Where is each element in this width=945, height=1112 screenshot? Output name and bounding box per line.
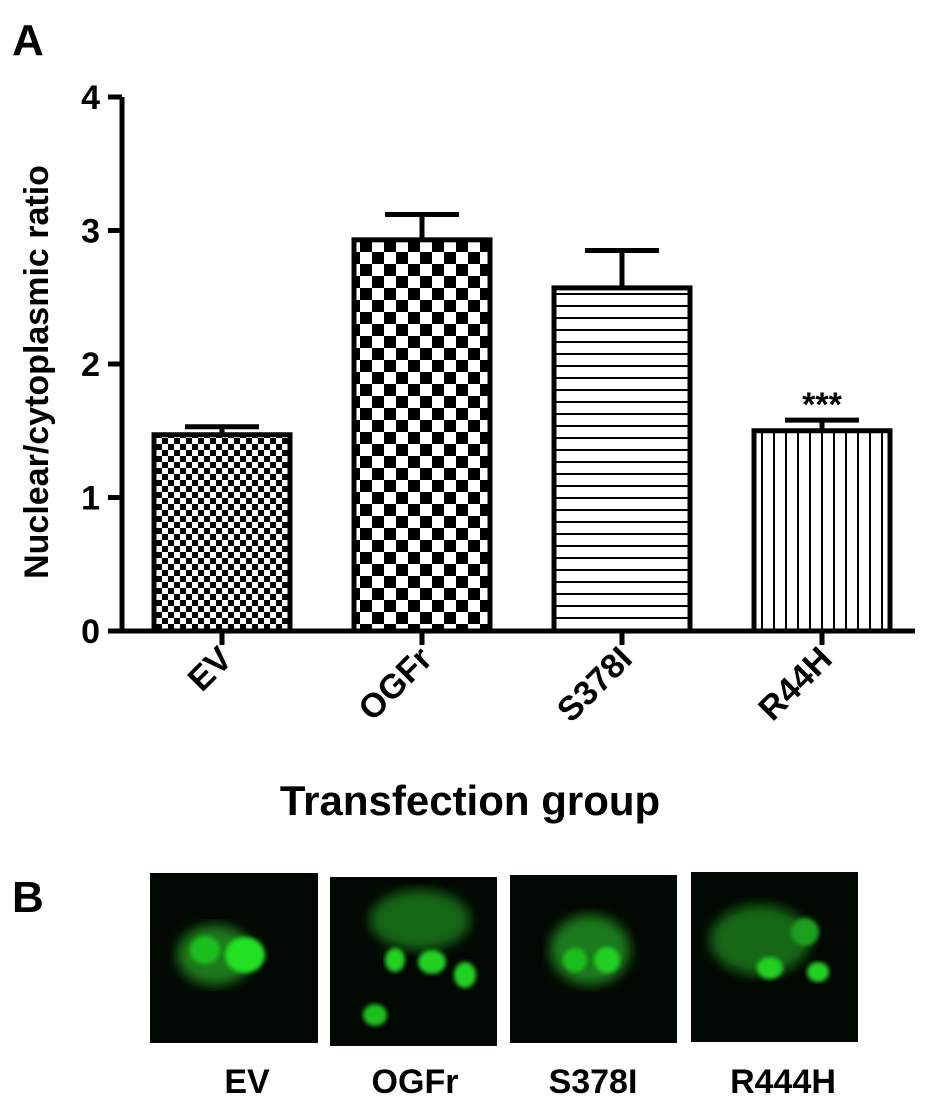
- bar: [351, 237, 493, 634]
- x-tick-label: R44H: [751, 640, 839, 728]
- y-tick-label: 4: [81, 79, 100, 117]
- panel-label: B: [12, 873, 44, 922]
- y-axis-title: Nuclear/cytoplasmic ratio: [18, 165, 56, 579]
- caption: OGFr: [372, 1063, 459, 1101]
- cell: [363, 1004, 387, 1026]
- y-tick-label: 0: [81, 613, 100, 651]
- cell: [550, 915, 630, 985]
- y-tick-label: 3: [81, 213, 100, 251]
- caption: EV: [224, 1063, 270, 1101]
- cell: [757, 957, 783, 979]
- x-tick-label: S378I: [550, 640, 640, 730]
- cell: [594, 947, 620, 973]
- bar: [551, 285, 693, 634]
- caption: S378I: [549, 1063, 638, 1101]
- x-tick-label: OGFr: [351, 640, 439, 728]
- bar: [751, 428, 893, 634]
- y-tick-label: 2: [81, 346, 100, 384]
- cell: [370, 890, 470, 950]
- cell: [225, 937, 265, 973]
- cell: [454, 962, 476, 988]
- x-tick-label: EV: [181, 640, 240, 699]
- cell: [807, 962, 829, 982]
- cell: [710, 905, 810, 975]
- cell: [418, 950, 446, 974]
- cell: [563, 948, 587, 972]
- annotation: ***: [802, 386, 842, 424]
- caption: R444H: [730, 1063, 836, 1101]
- cell: [190, 936, 220, 964]
- x-axis-title: Transfection group: [280, 777, 660, 824]
- cell: [791, 918, 819, 946]
- bar: [151, 432, 293, 634]
- micrographs: [150, 872, 858, 1046]
- cell: [385, 948, 405, 972]
- panel-label: A: [12, 16, 44, 65]
- y-tick-label: 1: [81, 480, 100, 518]
